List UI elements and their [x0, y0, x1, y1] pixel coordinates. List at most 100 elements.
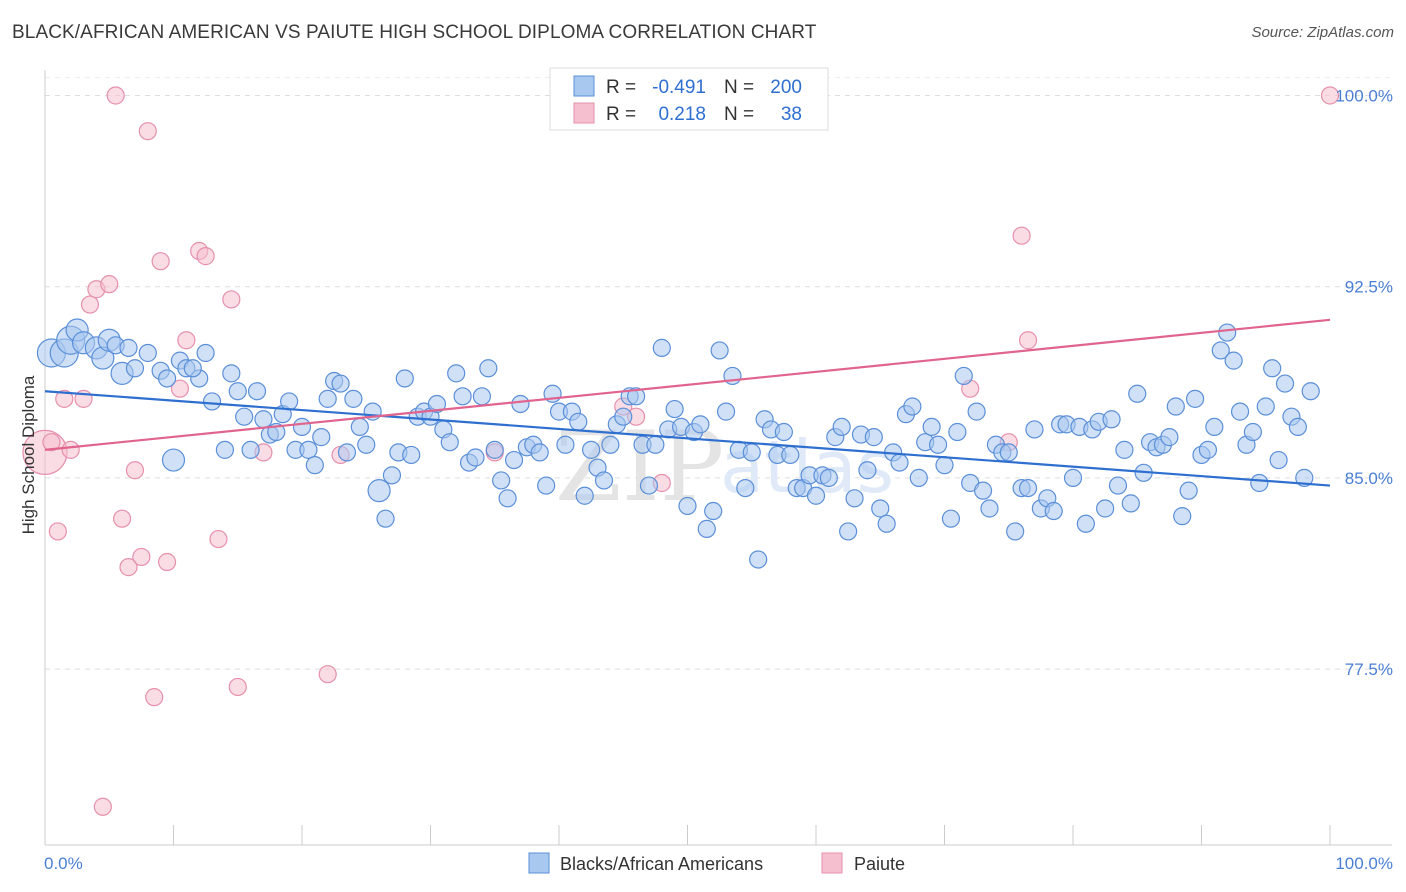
blacks-point: [376, 509, 395, 528]
blacks-point: [1218, 323, 1237, 342]
blacks-point: [1288, 417, 1307, 437]
blacks-point: [1230, 402, 1250, 421]
paiute-point: [145, 688, 164, 707]
blacks-point: [1115, 440, 1134, 459]
legend-r-label-2: R =: [606, 104, 636, 125]
blacks-point: [305, 456, 324, 475]
x-tick-labels: 0.0% 100.0%: [44, 854, 1393, 873]
paiute-point: [112, 509, 132, 528]
blacks-point: [125, 359, 145, 378]
blacks-point: [626, 387, 646, 406]
blacks-point: [1108, 476, 1128, 495]
paiute-point: [119, 558, 138, 577]
blacks-point: [749, 550, 768, 569]
paiute-point: [209, 529, 228, 549]
legend-swatch-blue: [573, 75, 595, 97]
blacks-point: [1224, 351, 1243, 370]
blacks-point: [736, 478, 755, 498]
blacks-point: [697, 519, 716, 538]
paiute-point: [228, 677, 247, 697]
blacks-point: [614, 407, 633, 426]
blacks-point: [119, 338, 138, 357]
paiute-point: [138, 122, 157, 141]
blacks-point: [511, 394, 530, 414]
blacks-point: [1179, 481, 1198, 500]
paiute-trend-line: [44, 318, 1331, 451]
blacks-point: [575, 486, 594, 505]
blacks-points: [36, 318, 1320, 569]
chart-title: BLACK/AFRICAN AMERICAN VS PAIUTE HIGH SC…: [12, 22, 817, 43]
blacks-point: [774, 422, 793, 442]
legend-r-value-1: -0.491: [652, 77, 706, 98]
legend-n-label-2: N =: [724, 104, 754, 125]
blacks-point: [716, 402, 736, 421]
blacks-point: [485, 440, 504, 459]
bottom-legend-label-pink: Paiute: [854, 854, 905, 874]
blacks-point: [1160, 428, 1179, 447]
blacks-point: [1128, 384, 1147, 403]
paiute-point: [42, 433, 61, 452]
blacks-point: [864, 428, 883, 447]
blacks-point: [1063, 468, 1083, 487]
blacks-point: [678, 496, 697, 516]
blacks-point: [1256, 397, 1275, 416]
blacks-point: [1121, 494, 1140, 513]
blacks-point: [594, 471, 614, 490]
correlation-legend: R = -0.491 N = 200 R = 0.218 N = 38: [549, 67, 829, 131]
blacks-point: [395, 369, 414, 388]
blacks-point: [472, 387, 491, 406]
blacks-point: [504, 450, 524, 470]
blacks-point: [845, 489, 864, 508]
x-tick-label-1: 100.0%: [1335, 854, 1393, 873]
blacks-point: [247, 382, 267, 401]
blacks-point: [402, 445, 421, 465]
legend-r-value-2: 0.218: [658, 104, 706, 125]
blacks-point: [941, 509, 961, 528]
blacks-point: [1301, 382, 1320, 401]
y-tick-label-1: 85.0%: [1345, 469, 1393, 488]
blacks-point: [1018, 478, 1038, 498]
blacks-point: [1243, 422, 1263, 442]
blacks-point: [1198, 440, 1218, 459]
blacks-point: [1096, 499, 1115, 518]
blacks-point: [1275, 374, 1295, 393]
blacks-point: [601, 435, 620, 454]
blacks-point: [710, 341, 729, 360]
blacks-point: [1205, 417, 1224, 437]
blacks-point: [331, 374, 350, 393]
blacks-point: [344, 389, 363, 408]
blacks-point: [922, 417, 941, 437]
blacks-point: [877, 514, 896, 533]
paiute-point: [177, 331, 196, 350]
bottom-legend-swatch-blue: [528, 852, 550, 874]
blacks-point: [202, 392, 222, 411]
blacks-point: [1044, 501, 1063, 521]
paiute-point: [1320, 86, 1340, 105]
blacks-point: [447, 364, 466, 383]
blacks-point: [1269, 450, 1288, 470]
legend-swatch-pink: [573, 102, 595, 124]
paiute-point: [196, 247, 215, 266]
blacks-point: [999, 443, 1018, 462]
blacks-point: [479, 359, 498, 378]
blacks-point: [903, 397, 922, 416]
blacks-point: [312, 428, 331, 447]
blacks-point: [742, 443, 761, 462]
blacks-point: [1102, 410, 1121, 429]
blacks-point: [241, 440, 260, 459]
blacks-point: [871, 499, 890, 518]
blacks-point: [704, 501, 723, 521]
blacks-point: [492, 471, 511, 490]
paiute-point: [1012, 226, 1031, 245]
blacks-point: [215, 440, 234, 459]
blacks-point: [440, 433, 459, 452]
blacks-point: [1166, 397, 1185, 416]
blacks-point: [299, 440, 318, 459]
blacks-point: [806, 486, 826, 505]
blacks-point: [569, 412, 588, 431]
blacks-point: [652, 338, 671, 357]
legend-n-value-1: 200: [770, 77, 802, 98]
blacks-point: [556, 435, 575, 454]
y-tick-labels: 77.5% 85.0% 92.5% 100.0%: [1335, 86, 1393, 679]
y-tick-label-2: 92.5%: [1345, 278, 1393, 297]
